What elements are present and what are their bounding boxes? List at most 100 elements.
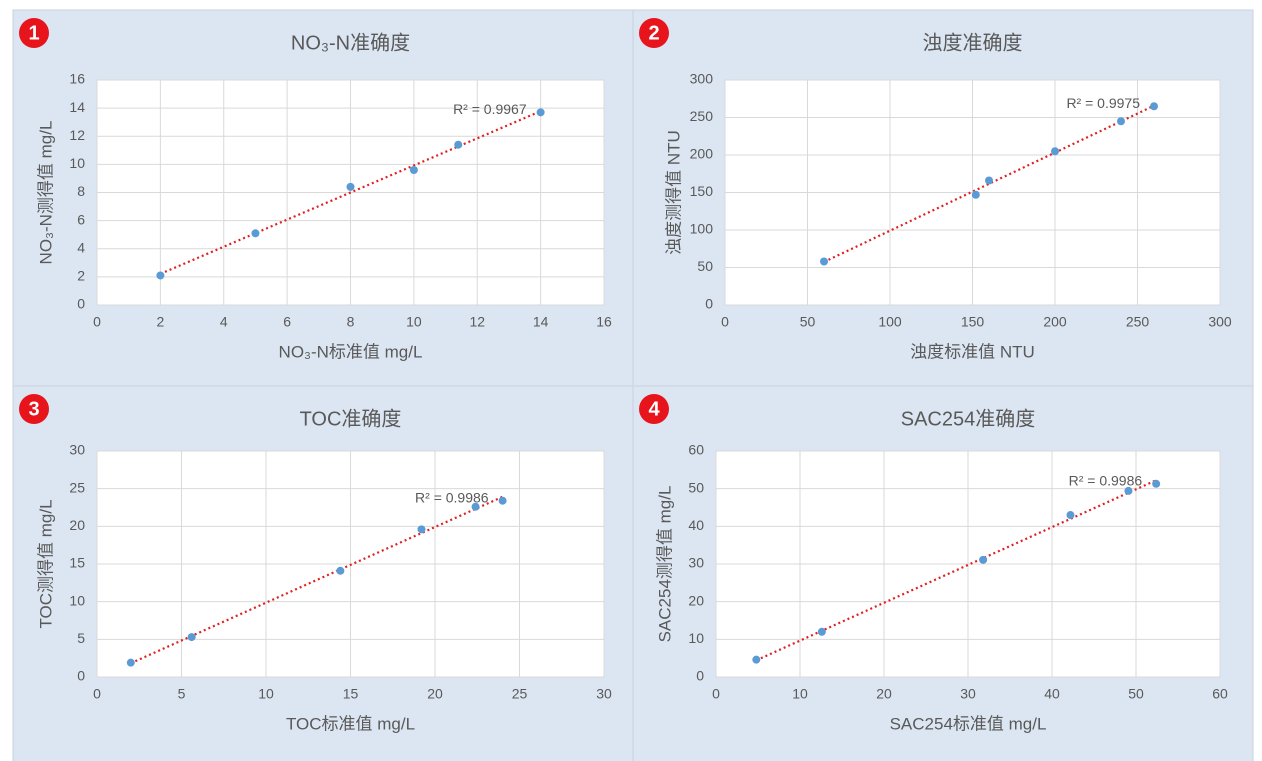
x-tick-label: 250	[1126, 314, 1150, 330]
badge-number: 4	[648, 398, 660, 420]
y-tick-label: 40	[688, 517, 704, 533]
x-tick-label: 30	[960, 686, 976, 702]
data-point	[536, 108, 545, 117]
data-point	[820, 257, 828, 266]
x-tick-label: 2	[156, 314, 164, 330]
data-point	[1117, 117, 1125, 126]
x-axis-label: SAC254标准值 mg/L	[890, 714, 1047, 733]
x-tick-label: 40	[1044, 686, 1060, 702]
y-tick-label: 10	[688, 630, 704, 646]
y-tick-label: 10	[69, 592, 85, 608]
x-tick-label: 10	[792, 686, 808, 702]
x-tick-label: 5	[178, 686, 186, 702]
x-axis-label: TOC标准值 mg/L	[286, 714, 415, 733]
y-tick-label: 0	[77, 668, 85, 684]
x-tick-label: 25	[512, 686, 528, 702]
data-point	[126, 658, 135, 667]
chart-title: SAC254准确度	[901, 407, 1036, 430]
data-point	[1124, 486, 1133, 495]
y-tick-label: 50	[697, 258, 713, 274]
x-tick-label: 100	[878, 314, 902, 330]
y-tick-label: 30	[688, 555, 704, 571]
x-tick-label: 0	[93, 314, 101, 330]
x-axis-label: 浊度标准值 NTU	[910, 342, 1035, 361]
x-tick-label: 14	[533, 314, 549, 330]
x-tick-label: 4	[220, 314, 228, 330]
y-axis-label: TOC测得值 mg/L	[36, 499, 55, 628]
badge-number: 2	[648, 22, 659, 44]
y-axis-label: SAC254测得值 mg/L	[655, 486, 674, 643]
badge	[19, 394, 49, 424]
data-point	[409, 166, 418, 174]
y-tick-label: 10	[69, 155, 85, 171]
data-point	[156, 271, 165, 280]
trendline	[823, 104, 1155, 263]
data-point	[971, 190, 980, 199]
y-tick-label: 30	[69, 442, 85, 458]
y-tick-label: 25	[69, 479, 85, 495]
data-point	[1066, 511, 1075, 520]
y-tick-label: 0	[705, 296, 713, 312]
x-axis-label: NO₃-N标准值 mg/L	[279, 342, 423, 361]
y-tick-label: 60	[688, 442, 704, 458]
data-point	[417, 525, 426, 534]
badge-number: 3	[28, 398, 39, 420]
chart-title: NO₃-N准确度	[291, 31, 410, 54]
x-tick-label: 12	[469, 314, 485, 330]
data-point	[454, 140, 463, 149]
data-point	[817, 627, 826, 636]
y-tick-label: 5	[77, 630, 85, 646]
data-point	[471, 502, 480, 511]
r-squared-annotation: R² = 0.9986	[415, 489, 489, 505]
x-tick-label: 20	[427, 686, 443, 702]
x-tick-label: 0	[712, 686, 720, 702]
x-tick-label: 60	[1212, 686, 1228, 702]
data-point	[1150, 102, 1158, 111]
chart-title: 浊度准确度	[923, 31, 1023, 54]
x-tick-label: 50	[1128, 686, 1144, 702]
trendline	[755, 479, 1157, 662]
y-tick-label: 2	[77, 268, 85, 284]
y-tick-label: 16	[69, 71, 85, 87]
trendline	[159, 110, 542, 275]
x-tick-label: 150	[961, 314, 985, 330]
x-tick-label: 10	[258, 686, 274, 702]
data-point	[336, 566, 345, 575]
data-point	[1051, 147, 1059, 156]
y-tick-label: 12	[69, 127, 85, 143]
x-tick-label: 20	[876, 686, 892, 702]
y-tick-label: 50	[688, 479, 704, 495]
y-tick-label: 100	[690, 221, 714, 237]
y-tick-label: 200	[690, 146, 714, 162]
y-tick-label: 250	[690, 108, 714, 124]
data-point	[1152, 479, 1161, 488]
y-axis-label: 浊度测得值 NTU	[664, 130, 683, 255]
x-tick-label: 200	[1043, 314, 1067, 330]
x-tick-label: 30	[596, 686, 612, 702]
x-tick-label: 8	[347, 314, 355, 330]
x-tick-label: 16	[596, 314, 612, 330]
r-squared-annotation: R² = 0.9975	[1066, 95, 1140, 111]
y-tick-label: 150	[690, 183, 714, 199]
badge	[639, 18, 669, 48]
chart-title: TOC准确度	[300, 407, 402, 430]
data-point	[187, 633, 196, 642]
y-tick-label: 14	[69, 99, 85, 115]
badge	[19, 18, 49, 48]
x-tick-label: 10	[406, 314, 422, 330]
data-point	[251, 229, 260, 238]
y-tick-label: 0	[77, 296, 85, 312]
r-squared-annotation: R² = 0.9967	[453, 101, 527, 117]
data-point	[985, 176, 993, 185]
badge	[639, 394, 669, 424]
x-tick-label: 0	[93, 686, 101, 702]
data-point	[346, 182, 355, 191]
y-tick-label: 8	[77, 183, 85, 199]
x-tick-label: 6	[283, 314, 291, 330]
y-tick-label: 300	[690, 71, 714, 87]
x-tick-label: 0	[721, 314, 729, 330]
y-tick-label: 20	[69, 517, 85, 533]
x-tick-label: 50	[800, 314, 816, 330]
data-point	[498, 496, 507, 505]
